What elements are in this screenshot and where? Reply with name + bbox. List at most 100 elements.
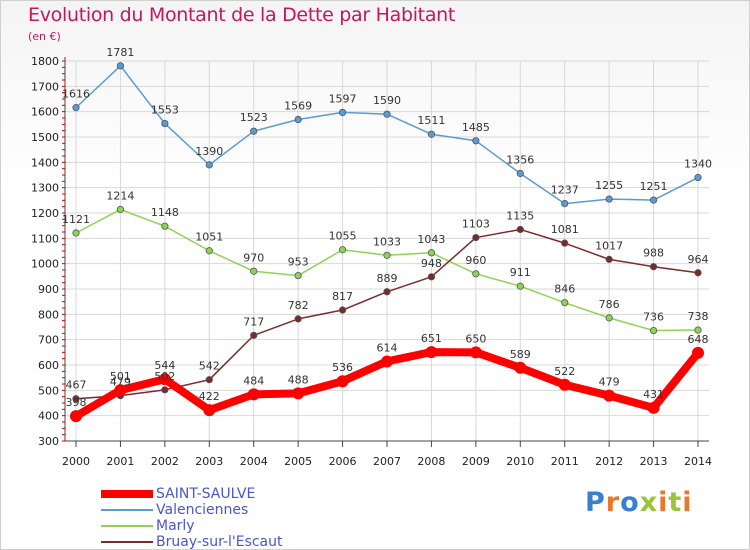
y-tick-label: 600 [38,359,59,372]
y-tick-label: 1700 [31,80,59,93]
data-label: 717 [243,315,264,328]
x-tick-label: 2008 [417,455,445,468]
data-label: 1390 [195,145,223,158]
data-point [605,255,613,263]
legend-swatch [101,509,153,511]
data-point [294,271,302,280]
data-point [205,376,213,384]
data-label: 479 [599,376,620,389]
data-label: 1597 [329,92,357,105]
data-point [381,355,393,368]
y-tick-label: 1400 [31,156,59,169]
data-point [247,388,260,401]
data-label: 1135 [506,209,534,222]
data-point [603,389,616,402]
data-label: 422 [199,390,220,403]
chart-subtitle: (en €) [28,30,61,43]
data-label: 1590 [373,94,401,107]
data-point [427,273,436,281]
logo-letter: o [620,487,640,518]
y-tick-label: 400 [38,410,59,423]
logo-letter: P [585,487,606,518]
data-label: 1051 [195,231,223,244]
y-tick-label: 1500 [31,131,59,144]
legend-label: SAINT-SAULVE [156,486,256,502]
data-point [161,222,169,230]
x-tick-label: 2005 [284,455,312,468]
line-chart: 300 400 500 600 700 800 900 1000 1100 1200 1300 140… [31,46,712,468]
data-point [383,110,391,118]
data-label: 522 [554,365,575,378]
data-label: 1121 [62,213,90,226]
data-point [516,169,524,178]
data-point [558,378,571,391]
data-point [472,137,480,145]
data-label: 488 [288,373,309,386]
data-label: 1255 [595,179,623,192]
x-tick-label: 2003 [195,455,223,468]
data-label: 1523 [240,111,268,124]
data-label: 786 [599,298,620,311]
data-label: 1103 [462,218,490,231]
data-label: 1553 [151,104,179,117]
y-tick-label: 1600 [31,106,59,119]
data-label: 1214 [106,189,134,202]
data-point [649,326,658,335]
data-label: 1616 [62,88,90,101]
data-label: 948 [421,257,442,270]
data-label: 988 [643,247,664,260]
data-label: 964 [688,253,709,266]
data-point [250,267,258,275]
data-point [649,196,658,204]
data-label: 1081 [551,223,579,236]
y-tick-label: 300 [38,435,59,448]
logo-letter: i [682,487,693,518]
data-point [692,346,704,359]
data-point [116,205,125,214]
data-label: 651 [421,332,442,345]
x-tick-label: 2011 [551,455,579,468]
chart-title: Evolution du Montant de la Dette par Hab… [28,4,456,26]
data-point [292,387,305,400]
data-point [516,282,524,290]
data-point [158,373,171,386]
data-point [205,247,213,255]
y-tick-label: 500 [38,384,59,397]
data-point [205,161,213,169]
logo-letter: t [668,487,683,518]
data-label: 467 [66,379,87,392]
data-point [338,246,347,254]
data-label: 889 [377,272,398,285]
x-tick-label: 2014 [684,455,712,468]
data-label: 1237 [551,184,579,197]
logo-letter: x [639,487,659,518]
x-tick-label: 2000 [62,455,90,468]
x-tick-label: 2007 [373,455,401,468]
data-point [72,229,80,237]
y-tick-label: 800 [38,308,59,321]
data-label: 648 [688,333,709,346]
legend-label: Bruay-sur-l'Escaut [156,534,283,550]
data-point [649,263,658,271]
data-point [427,249,436,257]
data-point [514,361,527,374]
x-tick-label: 2012 [595,455,623,468]
data-point [250,127,258,135]
data-point [605,195,613,203]
y-tick-label: 1100 [31,232,59,245]
data-label: 1033 [373,235,401,248]
legend-swatch [101,490,153,498]
data-label: 1251 [640,180,668,193]
logo-letter: i [658,487,669,518]
data-point [427,130,436,138]
data-label: 1569 [284,100,312,113]
data-label: 650 [465,332,486,345]
data-label: 1043 [417,233,445,246]
proxiti-logo: Proxiti [585,487,693,518]
data-label: 1148 [151,206,179,219]
y-tick-label: 1800 [31,55,59,68]
legend-swatch [101,541,153,543]
data-point [161,386,169,394]
data-point [561,239,569,247]
